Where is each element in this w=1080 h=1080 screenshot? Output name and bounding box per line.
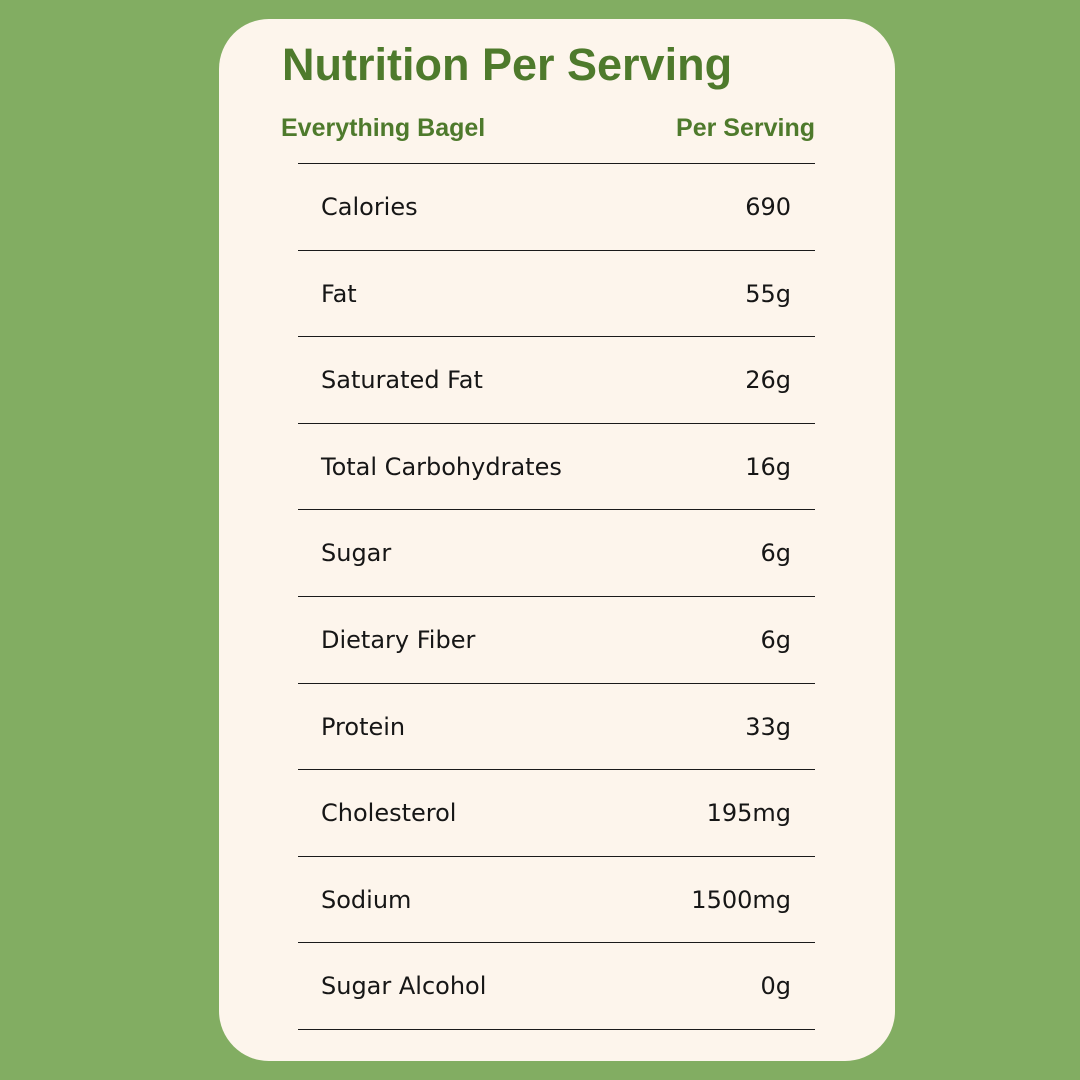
nutrient-value: 26g <box>745 366 791 395</box>
nutrition-table: Calories 690 Fat 55g Saturated Fat 26g T… <box>298 163 815 1030</box>
nutrition-row-dietary-fiber: Dietary Fiber 6g <box>298 597 815 684</box>
nutrient-label: Saturated Fat <box>321 366 483 395</box>
nutrition-row-calories: Calories 690 <box>298 164 815 251</box>
nutrient-label: Calories <box>321 193 418 221</box>
nutrient-label: Sodium <box>321 885 412 914</box>
nutrient-label: Protein <box>321 712 406 741</box>
nutrition-row-fat: Fat 55g <box>298 251 815 338</box>
nutrient-value: 16g <box>745 452 791 481</box>
nutrient-label: Dietary Fiber <box>321 625 476 654</box>
nutrient-value: 690 <box>745 193 791 221</box>
nutrient-label: Sugar <box>321 539 392 568</box>
nutrient-value: 1500mg <box>691 885 791 914</box>
page-title: Nutrition Per Serving <box>282 39 733 90</box>
nutrient-value: 6g <box>760 625 791 654</box>
nutrient-label: Cholesterol <box>321 799 457 828</box>
nutrient-value: 33g <box>745 712 791 741</box>
nutrient-label: Total Carbohydrates <box>321 452 562 481</box>
nutrient-label: Sugar Alcohol <box>321 972 487 1001</box>
nutrition-row-protein: Protein 33g <box>298 684 815 771</box>
nutrient-value: 0g <box>760 972 791 1001</box>
nutrition-row-sugar-alcohol: Sugar Alcohol 0g <box>298 943 815 1030</box>
nutrition-row-sodium: Sodium 1500mg <box>298 857 815 944</box>
product-column-header: Everything Bagel <box>281 114 486 142</box>
serving-column-header: Per Serving <box>676 114 815 142</box>
nutrition-row-saturated-fat: Saturated Fat 26g <box>298 337 815 424</box>
nutrition-row-sugar: Sugar 6g <box>298 510 815 597</box>
nutrition-row-cholesterol: Cholesterol 195mg <box>298 770 815 857</box>
nutrition-card: Nutrition Per Serving Everything Bagel P… <box>219 19 895 1061</box>
nutrient-value: 55g <box>745 279 791 308</box>
nutrient-value: 195mg <box>706 799 791 828</box>
nutrient-label: Fat <box>321 279 357 308</box>
nutrient-value: 6g <box>760 539 791 568</box>
nutrition-row-total-carbohydrates: Total Carbohydrates 16g <box>298 424 815 511</box>
